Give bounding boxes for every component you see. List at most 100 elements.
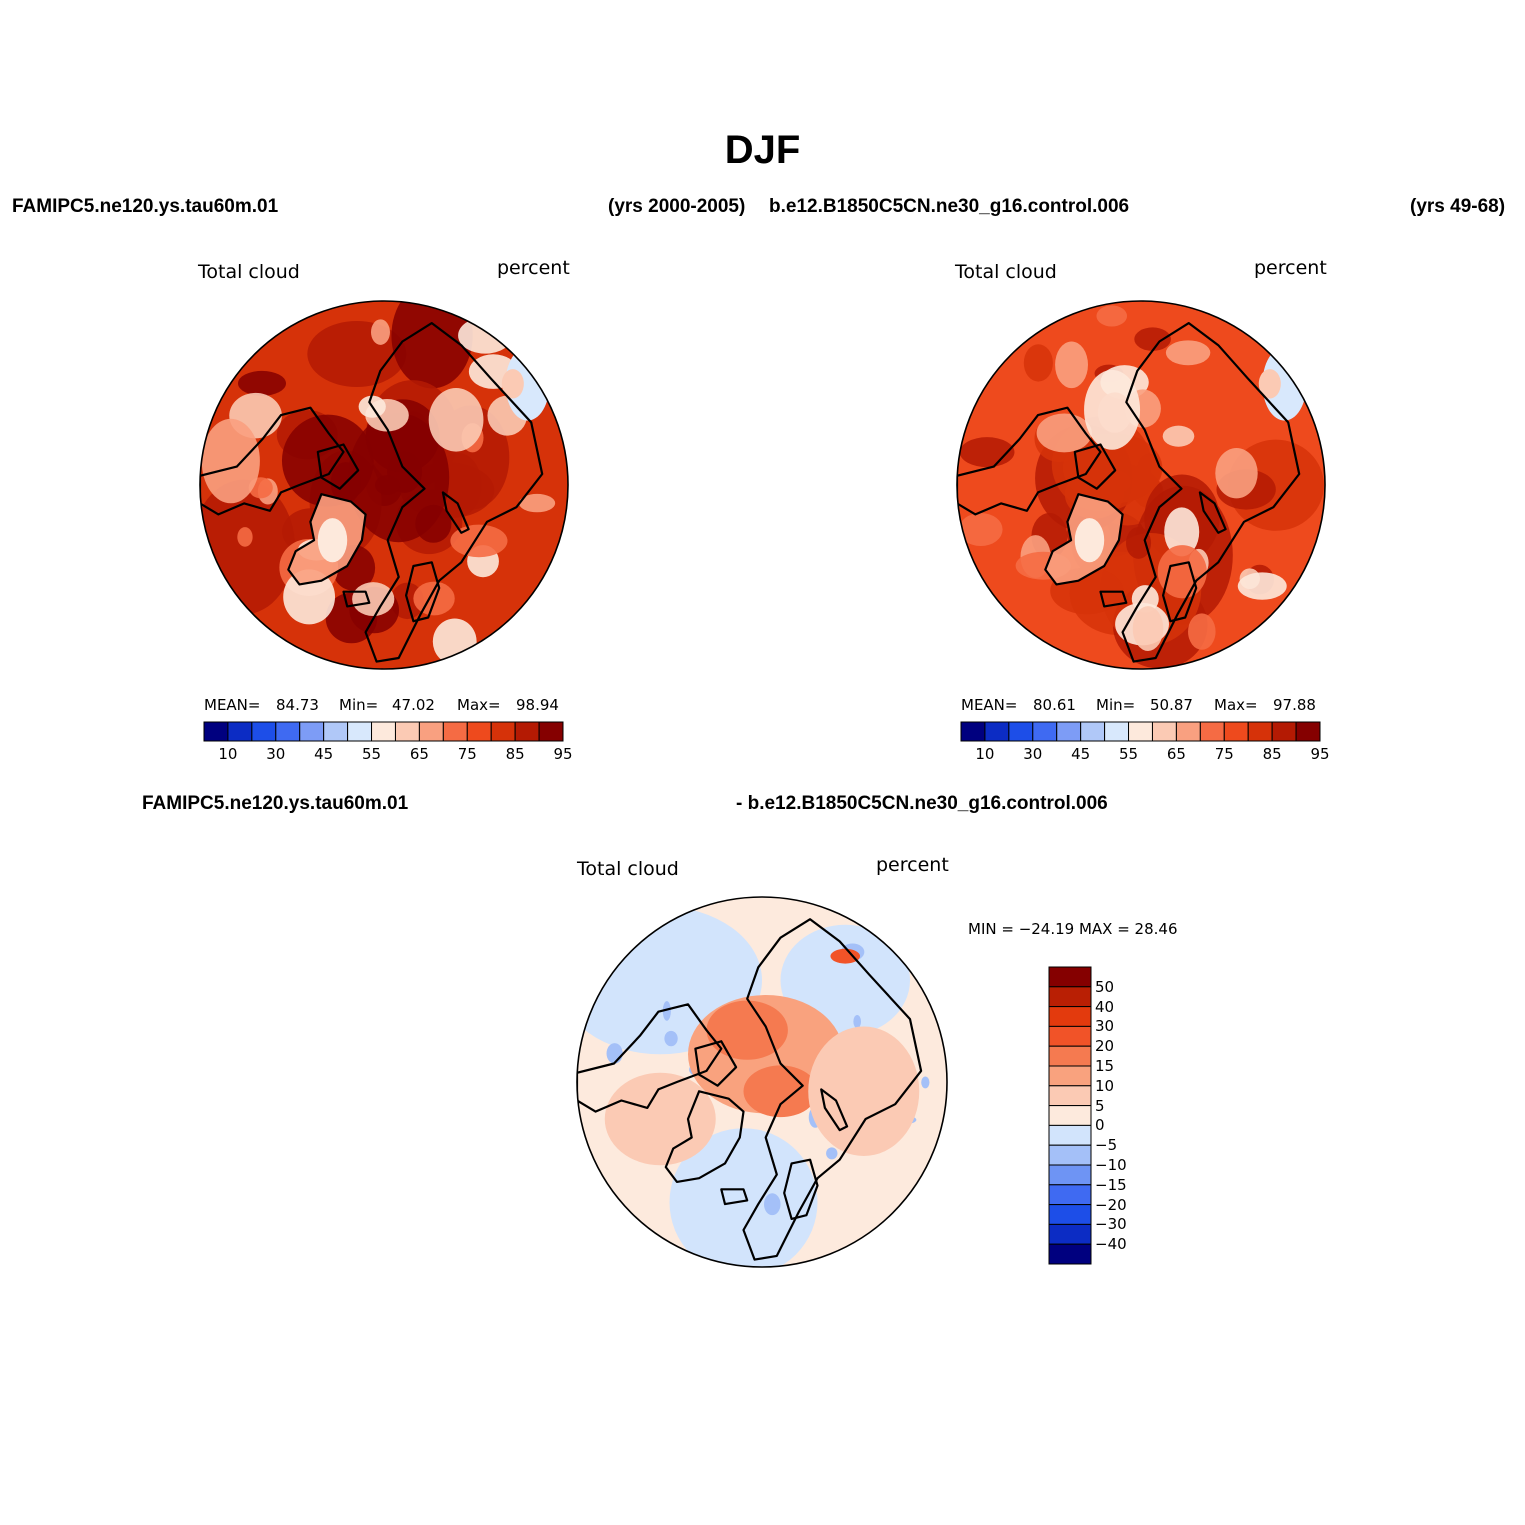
- panel1-mean-label: MEAN=: [204, 696, 261, 714]
- colorbar3-swatch: [1048, 1164, 1092, 1186]
- coastline-1: [664, 1090, 745, 1184]
- panel2-min-value: 50.87: [1150, 696, 1193, 714]
- colorbar1-swatch: [227, 721, 253, 742]
- colorbar2-swatch: [1247, 721, 1273, 742]
- panel1-variable-label: Total cloud: [198, 261, 300, 283]
- panel1-max-label: Max=: [457, 696, 501, 714]
- colorbar1-tick-label: 55: [361, 745, 382, 763]
- coastline-5: [441, 491, 470, 534]
- top-right-years-label: (yrs 49-68): [1410, 196, 1506, 217]
- colorbar2-swatch: [960, 721, 986, 742]
- colorbar1-swatch: [299, 721, 325, 742]
- coastline-6: [720, 1188, 749, 1206]
- colorbar3-tick-label: −40: [1095, 1235, 1127, 1254]
- top-left-years-label: (yrs 2000-2005): [608, 196, 746, 217]
- coastline-4: [1161, 561, 1198, 623]
- colorbar2-tick-label: 75: [1214, 745, 1234, 763]
- panel2-variable-label: Total cloud: [955, 261, 1057, 283]
- colorbar2-tick-label: 30: [1023, 745, 1043, 763]
- colorbar3-swatch: [1048, 986, 1092, 1008]
- colorbar2-swatch: [1128, 721, 1153, 742]
- top-left-case-label: FAMIPC5.ne120.ys.tau60m.01: [12, 196, 279, 217]
- colorbar1-tick-label: 95: [553, 745, 573, 763]
- colorbar3-tick-label: 40: [1095, 997, 1115, 1016]
- colorbar3-swatch: [1048, 1243, 1092, 1265]
- colorbar2-tick-label: 85: [1262, 745, 1282, 763]
- colorbar3-swatch: [1048, 1065, 1092, 1087]
- colorbar1-swatch: [394, 721, 420, 742]
- colorbar3-tick-label: −20: [1095, 1195, 1127, 1214]
- panel1-min-value: 47.02: [392, 696, 435, 714]
- colorbar3-tick-label: 50: [1095, 977, 1115, 996]
- colorbar1-swatch: [418, 721, 444, 742]
- colorbar1-swatch: [538, 721, 564, 742]
- coastline-5: [1198, 491, 1227, 534]
- coastline-3: [316, 443, 360, 490]
- colorbar3-tick-label: 5: [1095, 1096, 1105, 1115]
- coastline-2: [742, 918, 923, 1261]
- diff-case-a-label: FAMIPC5.ne120.ys.tau60m.01: [142, 793, 409, 814]
- colorbar2-tick-label: 10: [975, 745, 995, 763]
- colorbar1-tick-label: 10: [218, 745, 238, 763]
- colorbar1-swatch: [275, 721, 301, 742]
- colorbar2-swatch: [1223, 721, 1249, 742]
- polar-map-m2: [957, 301, 1325, 669]
- colorbar2-swatch: [1271, 721, 1297, 742]
- colorbar3-tick-label: −5: [1095, 1136, 1118, 1155]
- panel1-max-value: 98.94: [516, 696, 559, 714]
- top-right-case-label: b.e12.B1850C5CN.ne30_g16.control.006: [769, 196, 1130, 217]
- colorbar1-swatch: [466, 721, 492, 742]
- colorbar2-swatch: [1056, 721, 1082, 742]
- colorbar1-swatch: [371, 721, 396, 742]
- colorbar2-tick-label: 55: [1118, 745, 1139, 763]
- colorbar2-swatch: [1151, 721, 1177, 742]
- colorbar1-swatch: [347, 721, 373, 742]
- figure-title: DJF: [724, 128, 801, 172]
- panel2-units-label: percent: [1254, 257, 1327, 279]
- coastline-0: [577, 1003, 723, 1113]
- polar-map-m1: [200, 301, 568, 669]
- colorbar1-swatch: [323, 721, 349, 742]
- colorbar3-tick-label: 20: [1095, 1037, 1115, 1056]
- panel2-mean-label: MEAN=: [961, 696, 1018, 714]
- colorbar3-swatch: [1048, 1184, 1092, 1206]
- colorbar3-tick-label: 0: [1095, 1116, 1105, 1135]
- colorbar1-tick-label: 65: [409, 745, 429, 763]
- coastline-0: [957, 406, 1102, 516]
- colorbar2-swatch: [1175, 721, 1201, 742]
- coastline-5: [820, 1088, 849, 1132]
- panel1-mean-value: 84.73: [276, 696, 319, 714]
- colorbar3-swatch: [1048, 1223, 1092, 1245]
- colorbar2-swatch: [984, 721, 1010, 742]
- colorbar3-swatch: [1048, 1204, 1092, 1225]
- coastline-4: [783, 1158, 819, 1221]
- coastline-6: [342, 590, 371, 608]
- colorbar2-swatch: [1104, 721, 1130, 742]
- colorbar1-tick-label: 30: [266, 745, 286, 763]
- colorbar3-tick-label: 10: [1095, 1076, 1115, 1095]
- panel3-units-label: percent: [876, 854, 949, 876]
- colorbar1-swatch: [514, 721, 540, 742]
- panel2-max-label: Max=: [1214, 696, 1258, 714]
- panel3-minmax-label: MIN = −24.19 MAX = 28.46: [968, 920, 1178, 938]
- colorbar2-swatch: [1032, 721, 1058, 742]
- coastline-1: [1044, 493, 1124, 586]
- colorbar2-swatch: [1295, 721, 1321, 742]
- coastline-0: [200, 406, 345, 516]
- colorbar1-tick-label: 45: [314, 745, 334, 763]
- polar-map-m3: [577, 897, 947, 1267]
- coastline-1: [287, 493, 367, 586]
- coastline-4: [405, 561, 441, 623]
- colorbar2-swatch: [1080, 721, 1106, 742]
- panel2-min-label: Min=: [1096, 696, 1136, 714]
- panel1-units-label: percent: [497, 257, 570, 279]
- colorbar3-swatch: [1048, 1006, 1092, 1027]
- colorbar2-swatch: [1008, 721, 1034, 742]
- map-border-m2: [956, 300, 1326, 670]
- panel2-max-value: 97.88: [1273, 696, 1316, 714]
- colorbar1-swatch: [203, 721, 229, 742]
- colorbar3-tick-label: 30: [1095, 1017, 1115, 1036]
- colorbar3-swatch: [1048, 1105, 1092, 1126]
- diff-case-b-label: - b.e12.B1850C5CN.ne30_g16.control.006: [736, 793, 1108, 814]
